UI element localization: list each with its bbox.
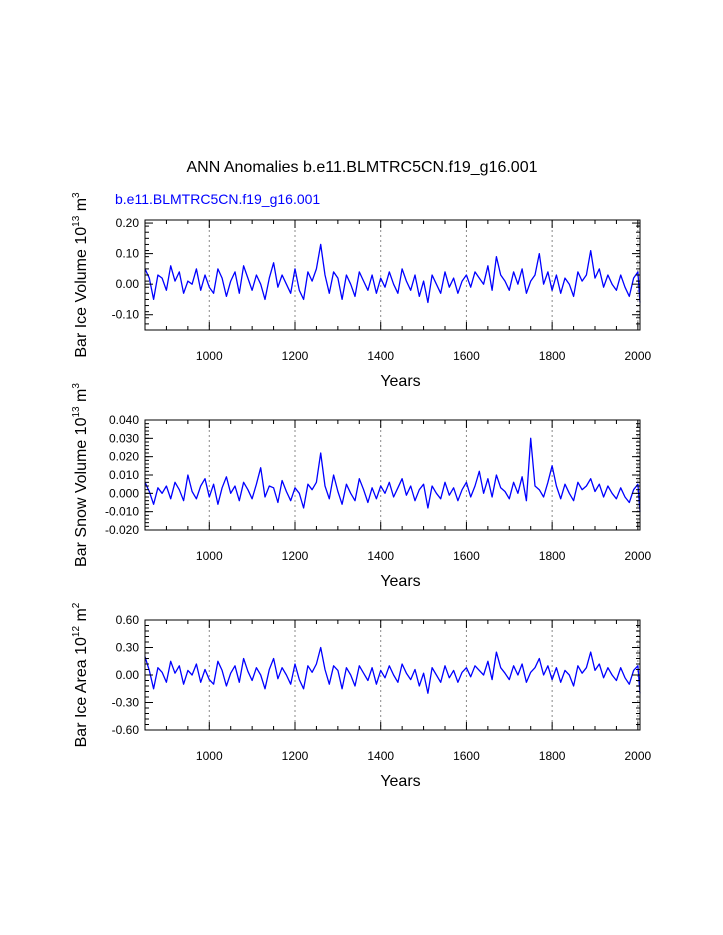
x-tick-label: 1000 xyxy=(196,549,223,563)
x-axis-label: Years xyxy=(380,573,420,590)
x-tick-label: 2000 xyxy=(625,749,652,763)
x-tick-label: 1000 xyxy=(196,749,223,763)
y-tick-label: 0.020 xyxy=(109,450,139,464)
figure-subtitle: b.e11.BLMTRC5CN.f19_g16.001 xyxy=(115,191,320,207)
x-tick-label: 1600 xyxy=(453,749,480,763)
x-tick-label: 1800 xyxy=(539,349,566,363)
x-tick-label: 2000 xyxy=(625,549,652,563)
x-tick-label: 1000 xyxy=(196,349,223,363)
panels: 1000 1200 1400 1600 1800 2000 -0.10 0.00 0.10 0.2… xyxy=(71,192,652,790)
y-tick-label: 0.00 xyxy=(116,277,140,291)
x-tick-label: 1400 xyxy=(367,749,394,763)
figure-title: ANN Anomalies b.e11.BLMTRC5CN.f19_g16.00… xyxy=(187,159,538,176)
x-tick-label: 1400 xyxy=(367,549,394,563)
x-tick-label: 1800 xyxy=(539,549,566,563)
x-tick-label: 1800 xyxy=(539,749,566,763)
x-axis-label: Years xyxy=(380,373,420,390)
y-tick-label: -0.30 xyxy=(112,696,140,710)
series-line xyxy=(144,437,641,512)
panel-3: 1000 1200 1400 1600 1800 2000 -0.60 -0.30 0.00 0.… xyxy=(71,602,652,790)
x-tick-label: 1200 xyxy=(282,349,309,363)
x-tick-label: 2000 xyxy=(625,349,652,363)
panel-1: 1000 1200 1400 1600 1800 2000 -0.10 0.00 0.10 0.2… xyxy=(71,192,652,390)
y-tick-label: 0.000 xyxy=(109,486,139,500)
x-axis-label: Years xyxy=(380,773,420,790)
y-tick-label: 0.00 xyxy=(116,668,140,682)
y-tick-label: 0.030 xyxy=(109,431,139,445)
y-tick-label: 0.040 xyxy=(109,413,139,427)
panel-2: 1000 1200 1400 1600 1800 2000 -0.020 -0.010 0.00… xyxy=(71,383,652,590)
y-tick-label: -0.010 xyxy=(105,505,139,519)
y-tick-label: 0.60 xyxy=(116,613,140,627)
series-line xyxy=(144,243,641,304)
y-axis-label: Bar Ice Area 1012 m2 xyxy=(71,602,90,747)
y-axis-label: Bar Snow Volume 1013 m3 xyxy=(71,383,90,567)
x-tick-label: 1200 xyxy=(282,549,309,563)
y-tick-label: -0.10 xyxy=(112,308,140,322)
y-tick-label: -0.020 xyxy=(105,523,139,537)
y-tick-label: 0.10 xyxy=(116,247,140,261)
y-tick-label: 0.30 xyxy=(116,641,140,655)
y-axis-label: Bar Ice Volume 1013 m3 xyxy=(71,192,90,358)
x-tick-label: 1200 xyxy=(282,749,309,763)
y-tick-label: 0.20 xyxy=(116,216,140,230)
x-tick-label: 1600 xyxy=(453,549,480,563)
x-tick-label: 1600 xyxy=(453,349,480,363)
x-tick-label: 1400 xyxy=(367,349,394,363)
series-line xyxy=(144,646,641,694)
y-tick-label: 0.010 xyxy=(109,468,139,482)
y-tick-label: -0.60 xyxy=(112,723,140,737)
